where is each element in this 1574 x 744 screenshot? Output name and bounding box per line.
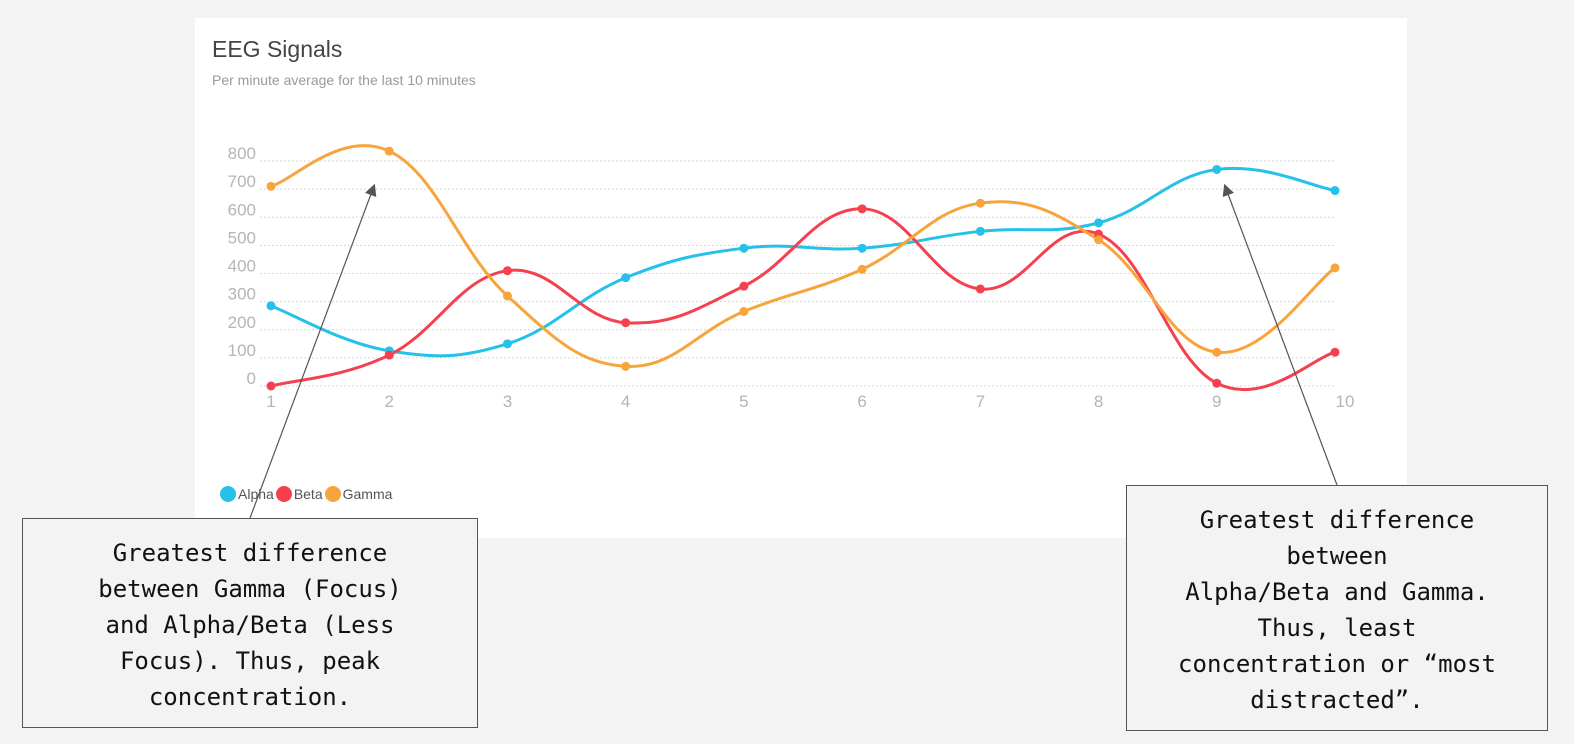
series-line-gamma	[270, 144, 1336, 368]
series-lines	[270, 144, 1336, 391]
data-point-gamma[interactable]	[975, 198, 985, 208]
x-tick-label: 7	[976, 392, 985, 411]
data-point-alpha[interactable]	[502, 339, 512, 349]
data-point-beta[interactable]	[621, 318, 631, 328]
data-point-gamma[interactable]	[621, 361, 631, 371]
y-tick-label: 600	[228, 200, 256, 219]
data-point-beta[interactable]	[266, 381, 276, 391]
x-tick-label: 10	[1336, 392, 1355, 411]
x-tick-label: 9	[1212, 392, 1221, 411]
legend-label-gamma: Gamma	[342, 486, 393, 502]
y-tick-label: 300	[228, 285, 256, 304]
legend-item-gamma[interactable]: Gamma	[324, 486, 393, 502]
y-tick-label: 200	[228, 313, 256, 332]
data-point-gamma[interactable]	[266, 181, 276, 191]
series-line-beta	[270, 207, 1336, 391]
y-tick-label: 700	[228, 172, 256, 191]
grid-lines	[260, 160, 1335, 387]
y-tick-label: 0	[247, 369, 256, 388]
x-tick-label: 3	[503, 392, 512, 411]
legend-item-beta[interactable]: Beta	[275, 486, 323, 502]
x-tick-label: 6	[857, 392, 866, 411]
data-point-gamma[interactable]	[1094, 235, 1104, 245]
data-point-beta[interactable]	[975, 284, 985, 294]
y-tick-label: 400	[228, 257, 256, 276]
data-point-alpha[interactable]	[266, 301, 276, 311]
data-point-alpha[interactable]	[1094, 218, 1104, 228]
y-tick-label: 500	[228, 228, 256, 247]
chart-subtitle: Per minute average for the last 10 minut…	[212, 72, 476, 88]
chart-title: EEG Signals	[212, 36, 343, 62]
series-line-alpha	[270, 166, 1336, 358]
annotation-right: Greatest difference between Alpha/Beta a…	[1126, 485, 1548, 731]
x-tick-label: 1	[266, 392, 275, 411]
data-point-alpha[interactable]	[975, 226, 985, 236]
data-point-alpha[interactable]	[857, 243, 867, 253]
x-tick-label: 8	[1094, 392, 1103, 411]
data-point-gamma[interactable]	[384, 146, 394, 156]
data-point-gamma[interactable]	[1330, 263, 1340, 273]
legend-dot-alpha	[220, 486, 236, 502]
legend-label-beta: Beta	[293, 486, 323, 502]
axis-labels: 0 100 200 300 400 500 600 700 800 1 2 3 4 5 6 7 8 9 10	[228, 144, 1355, 411]
x-tick-label: 4	[621, 392, 630, 411]
y-tick-label: 100	[228, 341, 256, 360]
x-tick-label: 2	[384, 392, 393, 411]
y-tick-label: 800	[228, 144, 256, 163]
data-point-alpha[interactable]	[621, 273, 631, 283]
data-point-beta[interactable]	[502, 266, 512, 276]
data-point-gamma[interactable]	[1212, 347, 1222, 357]
legend-dot-beta	[275, 486, 292, 502]
data-point-gamma[interactable]	[739, 306, 749, 316]
data-point-alpha[interactable]	[1330, 186, 1340, 196]
x-tick-label: 5	[739, 392, 748, 411]
data-point-beta[interactable]	[1212, 378, 1222, 388]
data-point-beta[interactable]	[739, 281, 749, 291]
data-point-gamma[interactable]	[857, 264, 867, 274]
chart-card	[195, 18, 1407, 538]
data-point-gamma[interactable]	[502, 291, 512, 301]
legend-dot-gamma	[324, 486, 341, 502]
data-point-alpha[interactable]	[739, 243, 749, 253]
legend-item-alpha[interactable]: Alpha	[220, 486, 274, 502]
data-point-alpha[interactable]	[1212, 164, 1222, 174]
data-point-beta[interactable]	[857, 204, 867, 214]
annotation-left: Greatest difference between Gamma (Focus…	[22, 518, 478, 728]
data-point-beta[interactable]	[384, 350, 394, 360]
data-point-beta[interactable]	[1330, 347, 1340, 357]
legend-label-alpha: Alpha	[238, 486, 274, 502]
chart-legend: Alpha Beta Gamma	[220, 486, 394, 502]
series-points	[266, 146, 1340, 391]
